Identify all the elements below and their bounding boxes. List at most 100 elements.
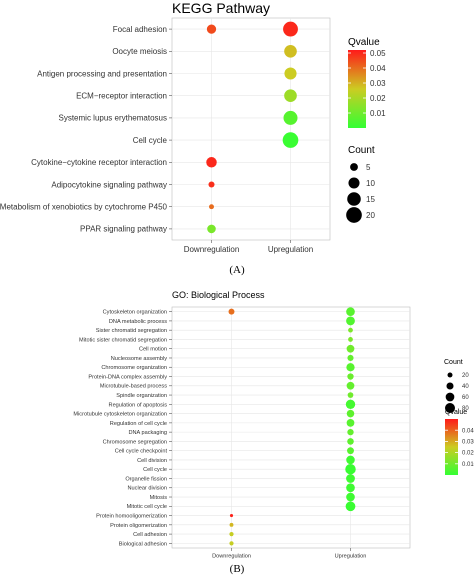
color-legend-label: 0.01 [370, 109, 386, 118]
y-tick-label: Microtubule-based process [100, 384, 167, 390]
size-legend-label: 10 [366, 179, 375, 188]
y-tick-label: Cell motion [139, 347, 167, 353]
data-point [208, 181, 215, 188]
x-tick-label: Upregulation [335, 554, 367, 559]
y-tick-label: Cell cycle [143, 467, 167, 473]
data-point [347, 354, 354, 362]
data-point [284, 67, 297, 80]
data-point [345, 399, 356, 410]
color-legend-title: Qvalue [348, 37, 380, 48]
data-point [283, 110, 298, 125]
size-legend-label: 60 [462, 395, 469, 401]
color-legend-label: 0.05 [370, 49, 386, 58]
size-legend-label: 80 [462, 406, 469, 412]
data-point [346, 381, 355, 390]
data-point [347, 392, 354, 398]
size-legend-dot [346, 207, 362, 223]
y-tick-label: Chromosome organization [101, 365, 167, 371]
data-point [348, 337, 353, 342]
data-point [206, 24, 217, 34]
x-tick-label: Downregulation [184, 245, 240, 254]
y-tick-label: Protein homooligomerization [96, 514, 167, 520]
y-tick-label: ECM−receptor interaction [76, 92, 167, 101]
data-point [347, 438, 354, 445]
go-biological-process-chart: GO: Biological Process Cytoskeleton organ… [73, 290, 474, 559]
data-point [346, 492, 355, 502]
data-point [229, 522, 234, 527]
y-tick-label: Cell cycle [133, 136, 168, 145]
y-tick-label: Protein-DNA complex assembly [88, 374, 167, 380]
data-point [229, 513, 234, 518]
plot-panel [171, 306, 411, 549]
figure-caption-a: (A) [229, 264, 245, 276]
data-point [346, 307, 355, 316]
y-tick-label: Nuclear division [128, 486, 167, 492]
data-point [207, 224, 216, 234]
data-point [346, 474, 355, 483]
y-tick-label: Metabolism of xenobiotics by cytochrome … [0, 203, 168, 212]
data-point [346, 418, 355, 427]
data-point [348, 327, 353, 333]
color-legend-label: 0.03 [370, 79, 386, 88]
chart-title: KEGG Pathway [172, 0, 270, 16]
size-legend-title: Count [444, 359, 463, 366]
data-point [347, 428, 354, 436]
data-point [347, 373, 354, 380]
data-point [345, 463, 356, 475]
data-point [229, 531, 234, 537]
y-tick-label: Mitotic cell cycle [127, 504, 167, 510]
size-legend-dot [350, 163, 358, 171]
color-legend-label: 0.020 [462, 451, 474, 457]
size-legend-title: Count [348, 145, 375, 156]
plot-panel [171, 17, 331, 241]
size-legend-dot [348, 177, 360, 189]
y-tick-label: DNA metabolic process [109, 319, 167, 325]
y-tick-label: Chromosome segregation [103, 439, 167, 445]
data-point [346, 316, 355, 326]
color-legend-bar [348, 50, 366, 128]
data-point [229, 541, 234, 546]
y-tick-label: Mitotic sister chromatid segregation [79, 337, 167, 343]
size-legend-dot [446, 382, 454, 390]
y-tick-label: Mitosis [150, 495, 168, 501]
color-legend-title: Qvalue [445, 409, 467, 416]
y-tick-label: Antigen processing and presentation [37, 69, 167, 78]
color-legend-bar [445, 419, 458, 475]
size-legend-label: 20 [366, 211, 375, 220]
size-legend-label: 5 [366, 163, 371, 172]
data-point [283, 21, 298, 37]
y-tick-label: Cytokine−cytokine receptor interaction [31, 158, 167, 167]
data-point [206, 157, 217, 168]
y-tick-label: Nucleosome assembly [111, 356, 167, 362]
y-tick-label: DNA packaging [128, 430, 167, 436]
y-tick-label: Oocyte meiosis [112, 47, 167, 56]
y-tick-label: Sister chromatid segregation [96, 328, 167, 334]
y-tick-label: Cell division [137, 458, 167, 464]
kegg-pathway-chart: KEGG Pathway Focal adhesion Oocyte meiosis… [0, 0, 386, 254]
figure-caption-b: (B) [229, 563, 245, 575]
y-tick-label: Regulation of cell cycle [110, 421, 167, 427]
size-legend-dot [444, 402, 456, 414]
x-tick-label: Upregulation [268, 245, 313, 254]
data-point [346, 363, 355, 372]
size-legend-dot [445, 392, 455, 402]
data-point [346, 483, 355, 493]
data-point [347, 447, 354, 455]
y-tick-label: Cell cycle checkpoint [115, 449, 168, 455]
size-legend-dot [347, 192, 361, 206]
y-tick-label: Organelle fission [125, 476, 167, 482]
y-tick-label: Microtubule cytoskeleton organization [73, 412, 167, 418]
y-tick-label: Protein oligomerization [110, 523, 167, 529]
y-tick-label: Biological adhesion [119, 541, 167, 547]
data-point [284, 89, 297, 103]
y-tick-label: Regulation of apoptosis [109, 402, 168, 408]
data-point [228, 308, 235, 315]
color-legend-label: 0.010 [462, 462, 474, 468]
color-legend-label: 0.030 [462, 440, 474, 446]
size-legend-label: 20 [462, 373, 469, 379]
y-tick-label: PPAR signaling pathway [80, 225, 167, 234]
y-tick-label: Systemic lupus erythematosus [59, 114, 168, 123]
data-point [345, 501, 356, 512]
data-point [209, 204, 214, 210]
chart-title: GO: Biological Process [172, 290, 265, 300]
